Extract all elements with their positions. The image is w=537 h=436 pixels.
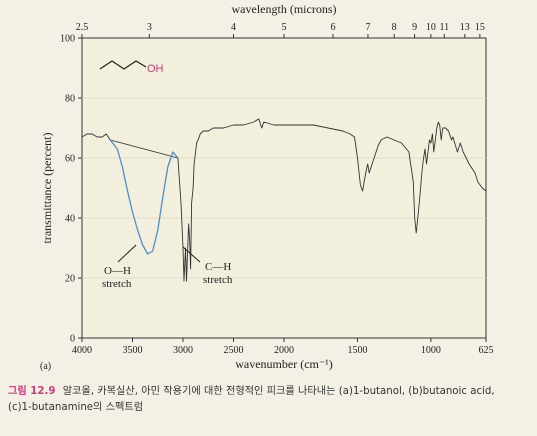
y-tick-label: 100	[60, 34, 75, 45]
axis-ticks: 4000 3500 3000 2500 2000 1500 1000 625 0 20 40 60 80…	[60, 22, 494, 356]
molecule-structure: OH	[99, 60, 164, 75]
top-axis-title: wavelength (microns)	[232, 2, 337, 16]
top-tick-label: 8	[392, 22, 397, 33]
top-tick-label: 10	[426, 22, 436, 33]
oh-annotation-line2: stretch	[102, 278, 132, 290]
top-tick-label: 4	[231, 22, 236, 33]
ch-pointer-line	[182, 246, 201, 263]
y-tick-label: 0	[70, 334, 75, 345]
x-tick-label: 1500	[347, 345, 367, 356]
top-tick-label: 5	[282, 22, 287, 33]
oh-annotation-line1: O—H	[104, 265, 131, 277]
panel-label: (a)	[40, 361, 51, 372]
oh-pointer-line	[117, 244, 137, 263]
oh-stretch-annotation: O—H stretch	[102, 244, 137, 290]
x-tick-label: 625	[479, 345, 494, 356]
figure-number: 그림 12.9	[8, 386, 56, 397]
x-tick-label: 3000	[173, 345, 193, 356]
figure-caption: 그림 12.9 알코올, 카복실산, 아민 작용기에 대한 전형적인 피크를 나…	[8, 384, 532, 416]
ch-annotation-line1: C—H	[205, 261, 231, 273]
y-tick-label: 20	[65, 274, 75, 285]
molecule-oh-label: OH	[147, 63, 164, 75]
ch-stretch-annotation: C—H stretch	[182, 246, 233, 286]
y-tick-label: 80	[65, 94, 75, 105]
x-tick-label: 2000	[274, 345, 294, 356]
butyl-chain-skeleton	[99, 60, 147, 70]
x-axis-title: wavenumber (cm⁻¹)	[235, 357, 333, 371]
spectrum-series-line	[81, 118, 487, 282]
top-tick-label: 13	[460, 22, 470, 33]
caption-line2: (c)1-butanamine의 스펙트럼	[8, 402, 144, 413]
x-tick-label: 2500	[224, 345, 244, 356]
x-tick-label: 1000	[421, 345, 441, 356]
y-tick-label: 40	[65, 214, 75, 225]
ch-annotation-line2: stretch	[203, 274, 233, 286]
x-tick-label: 4000	[72, 345, 92, 356]
top-tick-label: 11	[439, 22, 449, 33]
ir-spectrum-chart: 4000 3500 3000 2500 2000 1500 1000 625 0 20 40 60 80…	[40, 2, 494, 372]
top-tick-label: 9	[412, 22, 417, 33]
top-tick-label: 6	[330, 22, 335, 33]
y-axis-title: transmittance (percent)	[40, 133, 54, 244]
plot-area	[81, 37, 487, 339]
x-tick-label: 3500	[123, 345, 143, 356]
oh-band-series-line	[109, 139, 179, 255]
top-tick-label: 3	[147, 22, 152, 33]
caption-line1: 알코올, 카복실산, 아민 작용기에 대한 전형적인 피크를 나타내는 (a)1…	[62, 386, 495, 397]
top-tick-label: 15	[475, 22, 485, 33]
spectrum-series	[81, 118, 487, 282]
gridlines	[82, 97, 486, 279]
top-tick-label: 2.5	[76, 22, 89, 33]
y-tick-label: 60	[65, 154, 75, 165]
top-tick-label: 7	[365, 22, 370, 33]
